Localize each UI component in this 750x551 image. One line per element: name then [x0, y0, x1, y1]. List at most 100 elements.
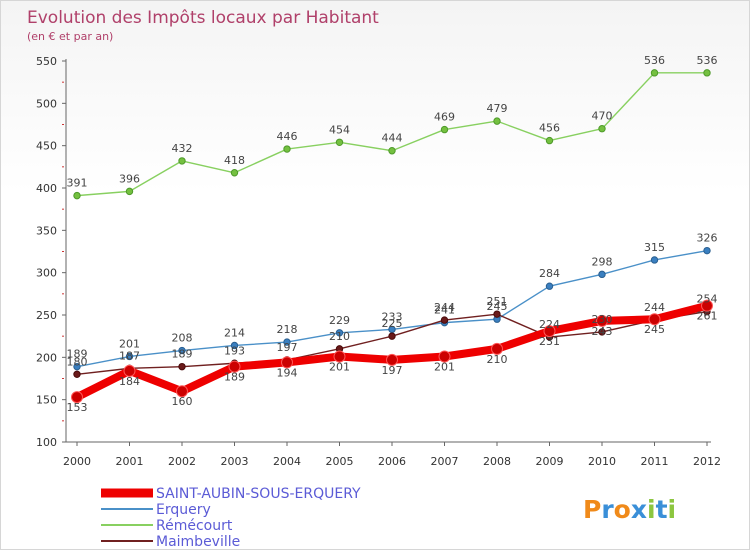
data-point — [71, 391, 83, 404]
y-tick-label: 250 — [36, 309, 57, 322]
data-point — [281, 356, 293, 369]
data-point — [73, 370, 81, 378]
data-point — [228, 360, 241, 373]
data-point — [701, 299, 713, 312]
data-point — [438, 350, 451, 363]
x-tick-label: 2012 — [693, 455, 721, 468]
data-point — [178, 362, 186, 371]
data-point — [178, 346, 186, 355]
y-tick-label: 350 — [36, 224, 57, 237]
data-point — [703, 246, 711, 255]
data-label: 241 — [434, 304, 455, 317]
data-label: 418 — [224, 154, 245, 167]
data-point — [333, 350, 346, 363]
data-point — [283, 338, 291, 346]
data-label: 210 — [487, 353, 508, 366]
logo-letter: i — [647, 495, 656, 524]
data-label: 197 — [382, 364, 403, 377]
data-labels: 391 396 432 418 446 454 444 469 479 456 470 536 536 1… — [67, 54, 718, 414]
data-point — [440, 316, 449, 324]
data-label: 201 — [434, 360, 455, 373]
logo-letter: t — [656, 495, 668, 524]
data-label: 326 — [697, 232, 718, 245]
logo-letter: o — [614, 495, 631, 524]
x-tick-label: 2004 — [273, 455, 301, 468]
data-label: 254 — [697, 293, 718, 306]
data-point — [493, 310, 501, 318]
data-point — [648, 313, 661, 326]
data-point — [125, 352, 134, 361]
data-point — [543, 325, 556, 338]
x-tick-label: 2008 — [483, 455, 511, 468]
data-label: 231 — [539, 335, 560, 348]
logo-text: Proxiti — [583, 495, 676, 524]
data-label: 245 — [644, 323, 665, 336]
data-label: 201 — [119, 337, 140, 350]
data-point — [545, 136, 554, 145]
proxiti-logo: Proxiti — [583, 495, 676, 524]
data-point — [650, 256, 659, 264]
data-label: 244 — [644, 301, 665, 314]
data-label: 469 — [434, 111, 455, 124]
data-point — [596, 314, 608, 327]
legend-label: Rémécourt — [156, 518, 233, 534]
data-point — [386, 353, 398, 366]
data-label: 479 — [487, 102, 508, 115]
data-label: 189 — [67, 348, 88, 361]
data-point — [650, 69, 659, 77]
data-point — [388, 147, 396, 155]
data-point — [388, 332, 396, 340]
x-tick-label: 2002 — [168, 455, 196, 468]
x-tick-label: 2010 — [588, 455, 616, 468]
data-point — [125, 187, 134, 196]
y-tick-label: 400 — [36, 182, 57, 195]
data-point — [491, 342, 503, 355]
data-label: 197 — [277, 341, 298, 354]
x-tick-label: 2007 — [431, 455, 459, 468]
data-label: 243 — [592, 325, 613, 338]
data-label: 160 — [172, 395, 193, 408]
data-label: 229 — [329, 314, 350, 327]
x-tick-label: 2009 — [536, 455, 564, 468]
data-point — [230, 341, 239, 350]
data-point — [545, 282, 554, 290]
data-label: 396 — [119, 172, 140, 185]
data-point — [440, 125, 449, 134]
data-label: 446 — [277, 130, 298, 143]
x-tick-label: 2001 — [116, 455, 144, 468]
data-label: 454 — [329, 123, 350, 136]
y-tick-label: 300 — [36, 267, 57, 280]
data-label: 298 — [592, 255, 613, 268]
x-tick-label: 2006 — [378, 455, 406, 468]
data-point — [283, 145, 291, 153]
data-point — [73, 191, 81, 200]
data-point — [123, 364, 136, 377]
data-label: 187 — [119, 349, 140, 362]
y-axis-ticks: 100 150 200 250 300 350 400 450 500 550 — [36, 55, 66, 449]
y-tick-label: 500 — [36, 97, 57, 110]
data-point — [598, 125, 606, 133]
data-point — [73, 362, 81, 371]
x-tick-label: 2011 — [641, 455, 669, 468]
data-label: 444 — [382, 132, 403, 145]
x-tick-label: 2003 — [221, 455, 249, 468]
y-tick-label: 200 — [36, 351, 57, 364]
data-label: 470 — [592, 110, 613, 123]
data-label: 189 — [224, 371, 245, 384]
data-label: 245 — [487, 300, 508, 313]
data-label: 233 — [382, 310, 403, 323]
data-label: 180 — [67, 355, 88, 368]
legend-label: Erquery — [156, 502, 211, 518]
data-point — [176, 385, 188, 398]
logo-letter: x — [631, 495, 647, 524]
data-point — [335, 329, 344, 337]
data-label: 315 — [644, 241, 665, 254]
data-label: 230 — [592, 313, 613, 326]
data-label: 225 — [382, 317, 403, 330]
chart-subtitle: (en € et par an) — [27, 30, 113, 43]
logo-letter: P — [583, 495, 601, 524]
data-label: 218 — [277, 323, 298, 336]
y-tick-label: 450 — [36, 140, 57, 153]
